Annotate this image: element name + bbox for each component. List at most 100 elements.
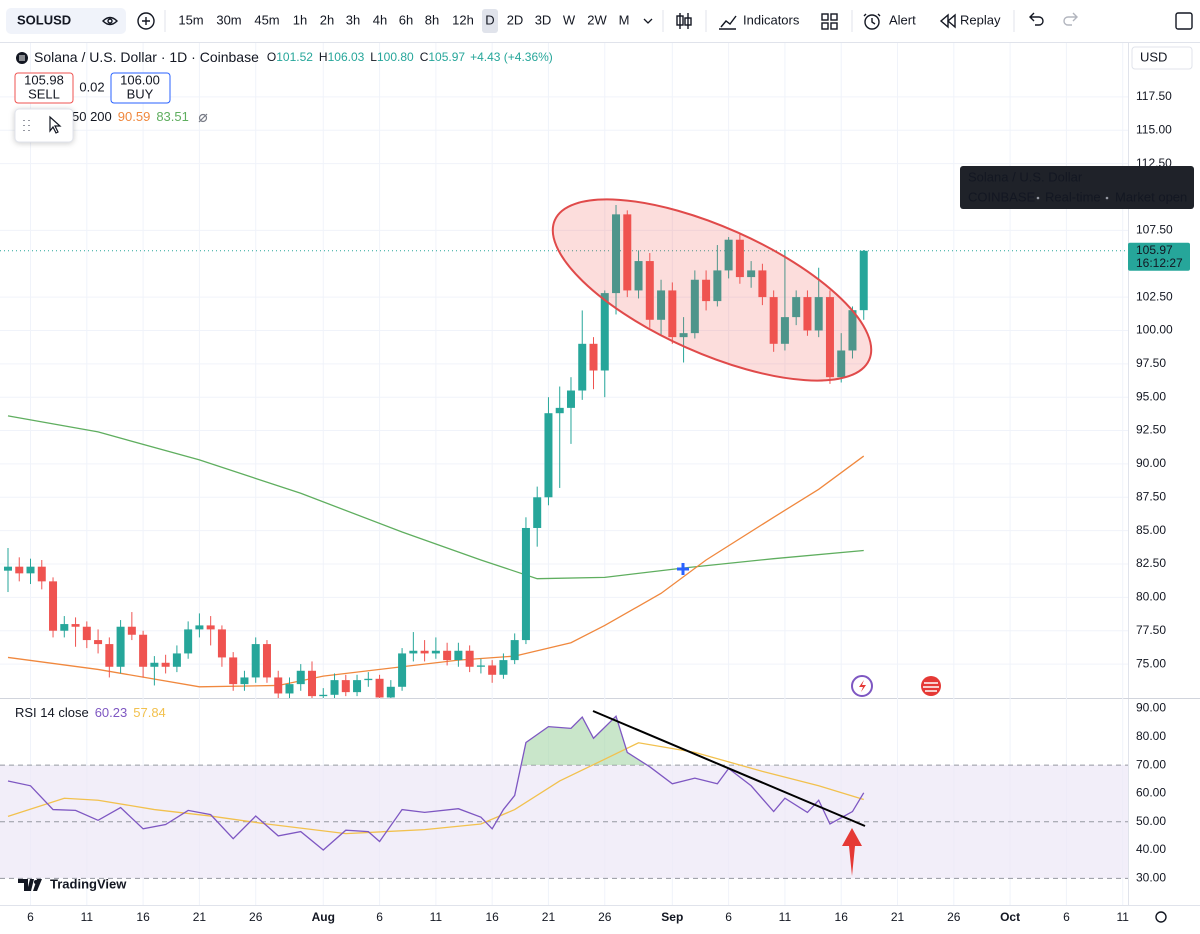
date-label: 11 bbox=[779, 910, 792, 924]
candle-body bbox=[49, 581, 58, 631]
sell-price[interactable]: 105.98 bbox=[24, 72, 64, 87]
interval[interactable]: M bbox=[619, 12, 630, 27]
candle-body bbox=[285, 684, 294, 694]
candle-body bbox=[600, 293, 609, 371]
replay-icon[interactable] bbox=[939, 13, 956, 29]
price-tick-label: 77.50 bbox=[1136, 623, 1166, 637]
settings-icon[interactable] bbox=[1155, 911, 1167, 923]
price-tick-label: 107.50 bbox=[1136, 223, 1173, 237]
price-tick-label: 82.50 bbox=[1136, 556, 1166, 570]
eye-icon[interactable] bbox=[102, 16, 118, 26]
ohlc-value: 105.97 bbox=[428, 50, 465, 64]
buy-button[interactable] bbox=[110, 72, 171, 104]
compare-icon[interactable] bbox=[137, 12, 155, 30]
candle-body bbox=[499, 660, 508, 675]
interval[interactable]: 3D bbox=[535, 12, 552, 27]
ohlc-value: 106.03 bbox=[328, 50, 365, 64]
rsi-tick-label: 60.00 bbox=[1136, 786, 1166, 800]
sell-label[interactable]: SELL bbox=[28, 86, 60, 101]
candle-body bbox=[645, 261, 654, 320]
hide-icon[interactable] bbox=[198, 113, 208, 123]
tooltip-exchange: COINBASE bbox=[968, 189, 1036, 204]
candle-body bbox=[353, 680, 362, 693]
interval[interactable]: 2D bbox=[507, 12, 524, 27]
candle-body bbox=[251, 644, 260, 678]
toolbar-button[interactable]: Alert bbox=[889, 12, 916, 27]
ma200-line bbox=[7, 415, 864, 580]
layout-icon[interactable] bbox=[821, 13, 838, 30]
candle-body bbox=[792, 297, 801, 318]
candle-body bbox=[510, 640, 519, 661]
rsi-value: 60.23 bbox=[95, 705, 128, 720]
currency[interactable]: USD bbox=[1140, 49, 1167, 64]
symbol-box[interactable] bbox=[6, 8, 126, 34]
interval[interactable]: 2W bbox=[587, 12, 607, 27]
candle-body bbox=[274, 677, 283, 694]
candle-body bbox=[172, 653, 181, 667]
highlight-ellipse bbox=[551, 198, 873, 382]
interval[interactable]: 45m bbox=[254, 12, 279, 27]
candle-body bbox=[240, 677, 249, 685]
candle-body bbox=[60, 624, 69, 631]
redo-icon[interactable] bbox=[1063, 12, 1078, 26]
candle-body bbox=[702, 279, 711, 302]
undo-icon[interactable] bbox=[1029, 12, 1044, 26]
toolbar-button[interactable]: Replay bbox=[960, 12, 1001, 27]
candle-body bbox=[330, 680, 339, 695]
drawing-float-panel bbox=[14, 108, 74, 143]
currency-box[interactable] bbox=[1131, 46, 1193, 70]
indicators-icon[interactable] bbox=[719, 15, 737, 30]
interval[interactable]: 12h bbox=[452, 12, 474, 27]
candle-body bbox=[71, 624, 80, 627]
candle-body bbox=[150, 662, 159, 667]
interval[interactable]: 1h bbox=[293, 12, 307, 27]
date-label: 26 bbox=[249, 910, 263, 924]
price-tick-label: 87.50 bbox=[1136, 489, 1166, 503]
rsi-line bbox=[7, 714, 865, 851]
candle-body bbox=[3, 566, 12, 571]
symbol[interactable]: SOLUSD bbox=[17, 12, 71, 27]
date-label: 26 bbox=[598, 910, 612, 924]
interval-chevron[interactable] bbox=[643, 18, 653, 24]
us-flag-icon[interactable] bbox=[921, 676, 941, 696]
candle-body bbox=[724, 239, 733, 271]
symbol-tooltip bbox=[960, 166, 1194, 209]
interval[interactable]: 6h bbox=[399, 12, 413, 27]
candle-body bbox=[296, 670, 305, 685]
candle-body bbox=[780, 317, 789, 344]
interval[interactable]: D bbox=[485, 12, 494, 27]
candle-body bbox=[623, 214, 632, 291]
cursor-icon[interactable] bbox=[49, 115, 62, 134]
drag-handle[interactable] bbox=[23, 120, 30, 131]
buy-price[interactable]: 106.00 bbox=[120, 72, 160, 87]
candle-body bbox=[184, 629, 193, 654]
interval[interactable]: 2h bbox=[320, 12, 334, 27]
candle-body bbox=[612, 214, 621, 294]
date-label: 16 bbox=[835, 910, 849, 924]
interval[interactable]: 3h bbox=[346, 12, 360, 27]
symbol-logo-lines bbox=[19, 55, 25, 61]
price-tick-label: 97.50 bbox=[1136, 356, 1166, 370]
sell-button[interactable] bbox=[14, 72, 74, 104]
alert-icon[interactable] bbox=[863, 13, 881, 30]
price-tick-label: 100.00 bbox=[1136, 323, 1173, 337]
buy-label[interactable]: BUY bbox=[127, 86, 154, 101]
rsi-tick-label: 80.00 bbox=[1136, 729, 1166, 743]
date-label: 11 bbox=[81, 910, 94, 924]
interval[interactable]: W bbox=[563, 12, 576, 27]
price-tick-label: 117.50 bbox=[1136, 89, 1172, 103]
tooltip-title: Solana / U.S. Dollar bbox=[968, 169, 1083, 184]
toolbar-button[interactable]: Indicators bbox=[743, 12, 800, 27]
interval[interactable]: 4h bbox=[373, 12, 387, 27]
interval[interactable]: 30m bbox=[216, 12, 241, 27]
candle-type-icon[interactable] bbox=[676, 13, 692, 29]
candle-body bbox=[409, 650, 418, 654]
rsi-tick-label: 50.00 bbox=[1136, 814, 1166, 828]
fullscreen-icon[interactable] bbox=[1175, 12, 1193, 30]
interval[interactable]: 8h bbox=[425, 12, 439, 27]
date-label: 6 bbox=[27, 910, 34, 924]
candle-body bbox=[566, 390, 575, 408]
ohlc-key: C bbox=[420, 50, 429, 64]
interval[interactable]: 15m bbox=[178, 12, 203, 27]
